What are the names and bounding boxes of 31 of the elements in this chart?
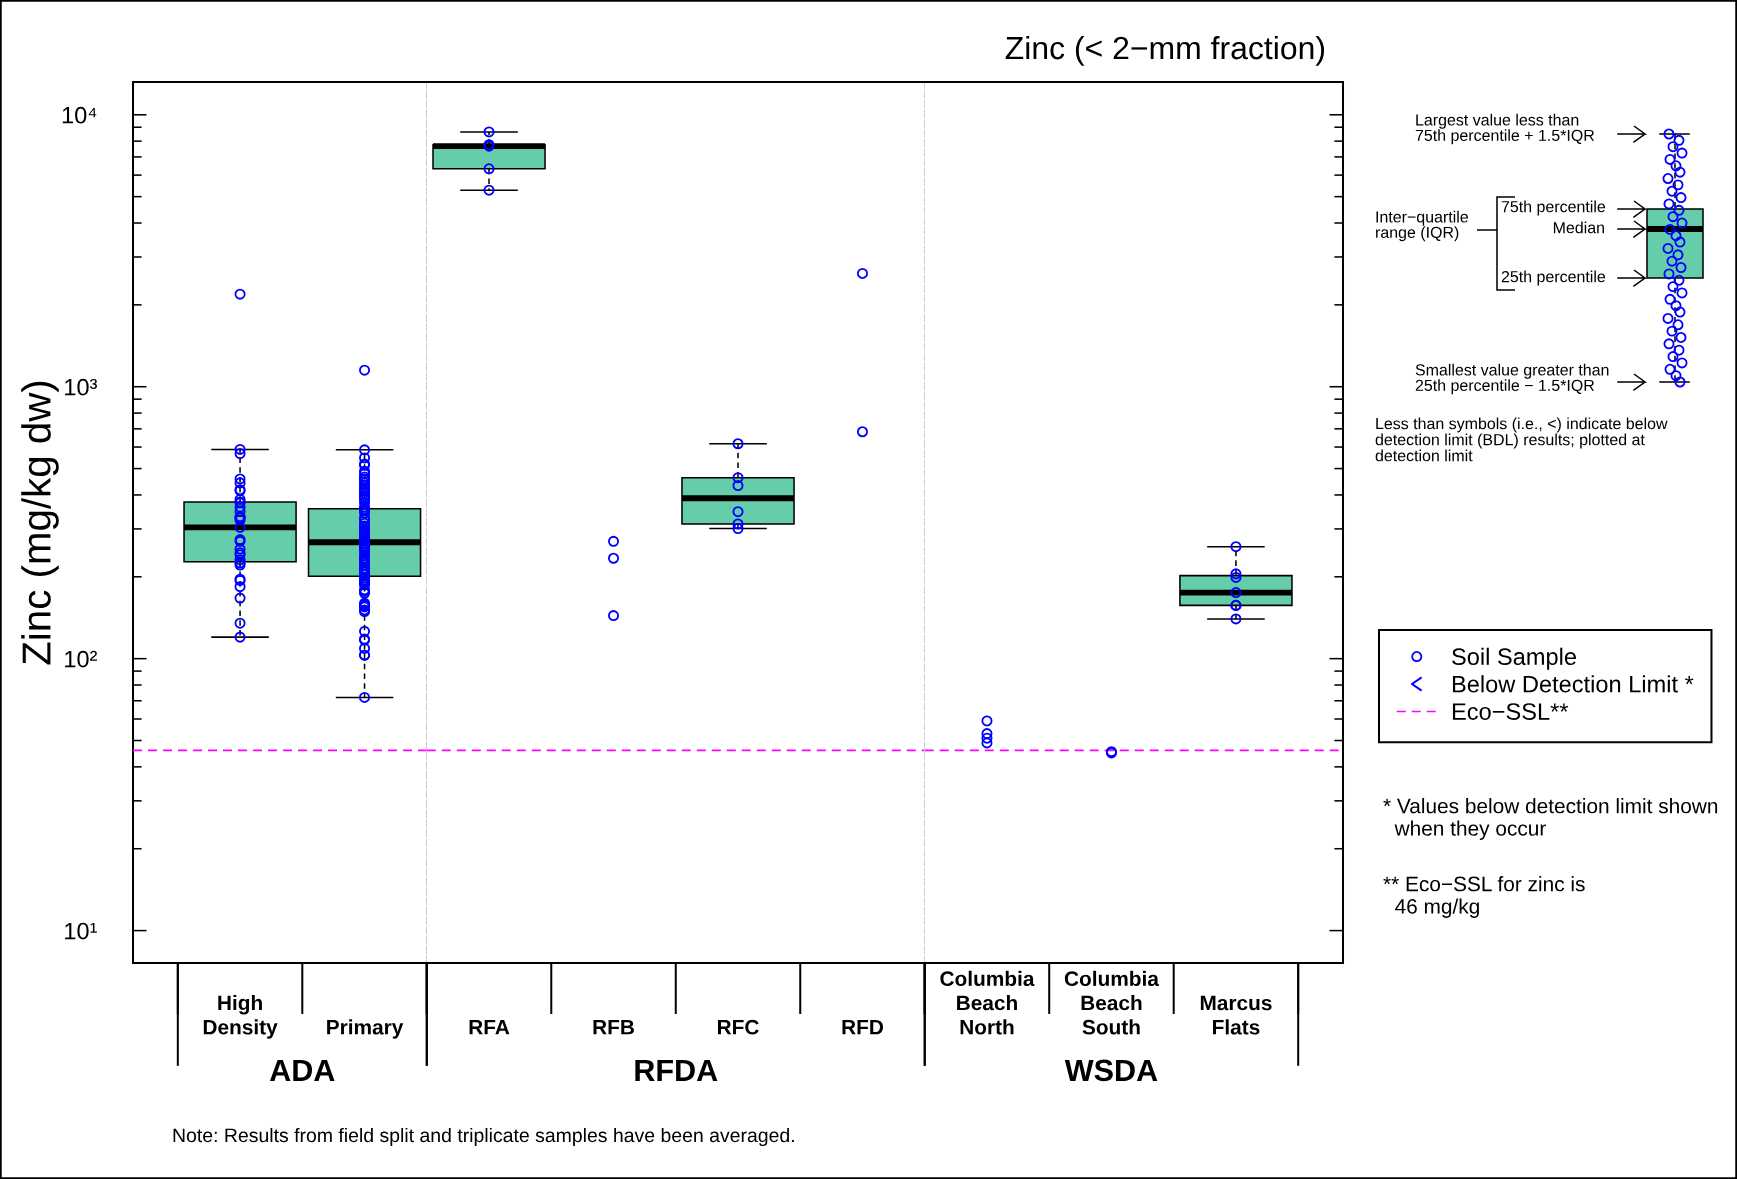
x-tick-label: Columbia Beach South <box>1064 970 1160 1035</box>
text: Median <box>1553 221 1604 234</box>
text: Note: Results from field split and triplicate samples have been averaged. <box>173 1127 794 1147</box>
x-tick-label: RFB <box>593 1020 634 1035</box>
legend-label: Below Detection Limit * <box>1452 675 1694 693</box>
x-tick-label: RFC <box>717 1019 759 1035</box>
text: Inter−quartile range (IQR) <box>1376 210 1468 242</box>
x-tick-label: Primary <box>327 1019 404 1039</box>
y-axis-title: Zinc (mg/kg dw) <box>21 381 59 665</box>
x-axis-title: ADA <box>269 1059 335 1081</box>
legend-label: Eco−SSL** <box>1452 703 1569 720</box>
text: * Values below detection limit shown when they occur <box>1383 798 1718 840</box>
x-tick-label: Columbia Beach North <box>940 970 1035 1035</box>
text: ** Eco−SSL for zinc is 46 mg/kg <box>1383 876 1585 918</box>
text: Smallest value greater than 25th percentile − 1.5*IQR <box>1415 363 1609 395</box>
y-tick-label: 10⁴ <box>62 106 97 124</box>
x-tick-label: RFD <box>842 1020 884 1035</box>
y-tick-label: 10¹ <box>65 922 97 940</box>
text: 25th percentile <box>1501 270 1606 286</box>
text: 75th percentile <box>1501 200 1606 216</box>
y-tick-label: 10² <box>65 650 97 668</box>
x-axis-title: RFDA <box>635 1059 718 1081</box>
chart-title: Zinc (< 2−mm fraction) <box>1005 35 1325 66</box>
text: Largest value less than 75th percentile + 1.5*IQR <box>1415 113 1595 145</box>
x-tick-label: Marcus Flats <box>1200 995 1272 1035</box>
text: Less than symbols (i.e., <) indicate below detection limit (BDL) results; plotted at detection limit <box>1375 417 1668 462</box>
x-axis-title: WSDA <box>1064 1059 1158 1082</box>
legend-label: Soil Sample <box>1452 647 1576 670</box>
x-tick-label: High Density <box>203 994 278 1039</box>
x-tick-label: RFA <box>469 1020 510 1035</box>
y-tick-label: 10³ <box>65 378 97 396</box>
